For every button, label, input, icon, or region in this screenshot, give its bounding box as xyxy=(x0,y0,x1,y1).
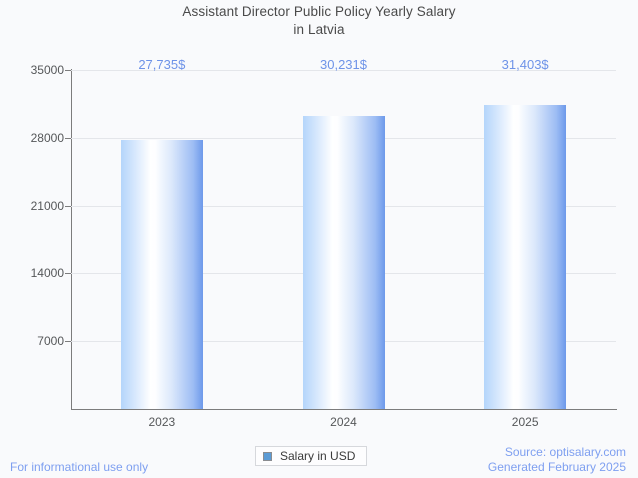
y-axis-tick-mark xyxy=(65,273,71,275)
footer-generated-date: Generated February 2025 xyxy=(487,460,626,474)
footer-source: Source: optisalary.com xyxy=(504,445,626,459)
chart-title-line-1: Assistant Director Public Policy Yearly … xyxy=(182,4,456,19)
footer-disclaimer: For informational use only xyxy=(10,460,149,474)
bar-2023[interactable] xyxy=(120,140,203,409)
x-axis-label-2023: 2023 xyxy=(148,415,176,429)
y-axis-tick-mark xyxy=(65,137,71,139)
bar-2024[interactable] xyxy=(302,116,385,409)
bar-value-label-2025: 31,403$ xyxy=(501,57,549,72)
y-axis-tick-label: 35000 xyxy=(30,63,64,77)
legend-item-label: Salary in USD xyxy=(280,449,356,463)
y-axis-tick-mark xyxy=(65,341,71,343)
y-axis-tick-mark xyxy=(65,205,71,207)
y-axis-tick-label: 28000 xyxy=(30,130,64,145)
chart-title: Assistant Director Public Policy Yearly … xyxy=(0,3,638,39)
x-axis-label-2025: 2025 xyxy=(511,415,539,429)
gridline xyxy=(71,70,616,71)
chart-legend[interactable]: Salary in USD xyxy=(255,446,368,466)
legend-swatch-icon xyxy=(263,451,272,461)
y-axis-tick-label: 21000 xyxy=(30,198,64,213)
y-axis-line xyxy=(71,69,72,410)
footer-source-block: Source: optisalary.com Generated Februar… xyxy=(488,445,626,475)
x-axis-line xyxy=(71,409,617,410)
y-axis-tick-mark xyxy=(65,70,71,71)
bar-2025[interactable] xyxy=(484,104,567,409)
y-axis-tick-label: 7000 xyxy=(37,334,64,349)
chart-title-line-2: in Latvia xyxy=(293,22,345,37)
bar-value-label-2023: 27,735$ xyxy=(138,57,186,72)
y-axis-tick-label: 14000 xyxy=(30,266,64,281)
bar-value-label-2024: 30,231$ xyxy=(320,57,367,72)
x-axis-label-2024: 2024 xyxy=(330,415,357,429)
